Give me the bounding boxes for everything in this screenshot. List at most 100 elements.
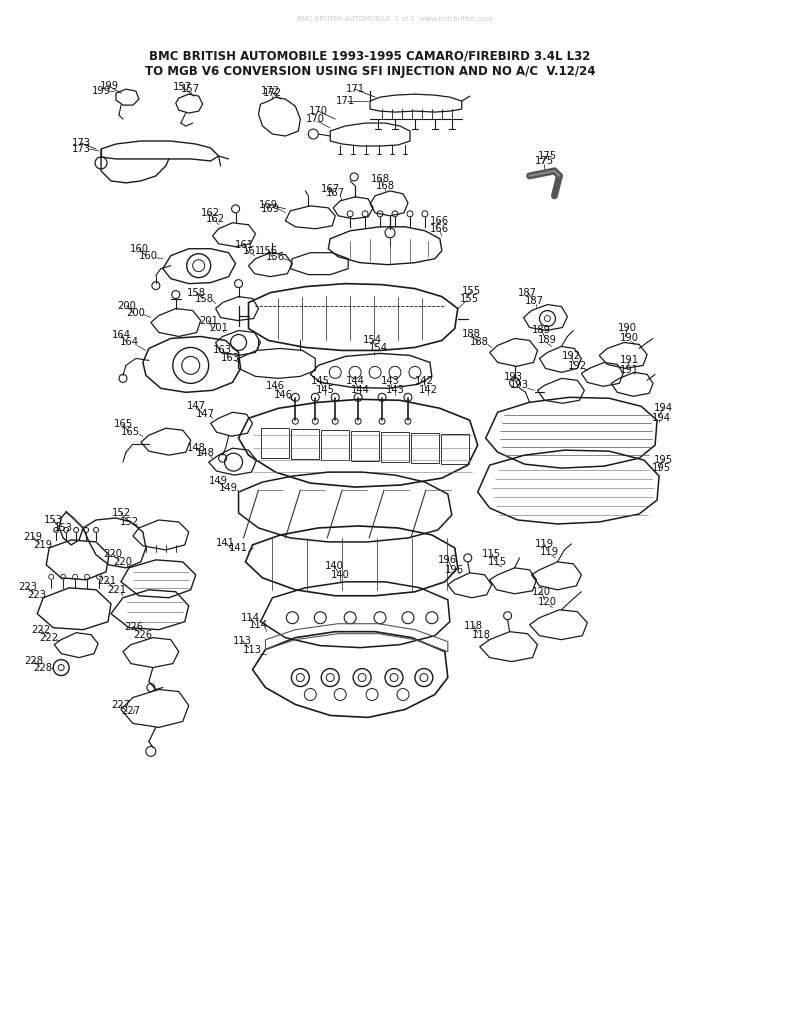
Text: 222: 222 [32,625,51,635]
Text: 200: 200 [118,301,136,310]
Text: 173: 173 [72,144,91,154]
Text: BMC BRITISH AUTOMOBILE  1 of 1  www.bmcbritish.com: BMC BRITISH AUTOMOBILE 1 of 1 www.bmcbri… [297,16,493,23]
Text: 115: 115 [488,557,507,567]
Text: 188: 188 [471,338,489,347]
Text: 190: 190 [618,324,637,334]
Text: 148: 148 [187,443,206,454]
Text: 145: 145 [311,377,330,386]
Text: 118: 118 [464,621,483,631]
Text: 226: 226 [134,630,153,640]
Text: TO MGB V6 CONVERSION USING SFI INJECTION AND NO A/C  V.12/24: TO MGB V6 CONVERSION USING SFI INJECTION… [145,65,596,78]
Text: 200: 200 [127,307,146,317]
Text: 168: 168 [376,181,395,190]
Text: 141: 141 [229,543,248,553]
Text: 158: 158 [187,288,206,298]
Text: 148: 148 [196,449,215,458]
Text: 173: 173 [72,138,91,148]
Text: 114: 114 [249,620,268,630]
Text: 165: 165 [113,419,133,429]
Text: 156: 156 [266,252,285,262]
Text: 149: 149 [209,476,228,486]
Text: 192: 192 [568,361,587,372]
Text: 142: 142 [414,377,433,386]
Text: 167: 167 [326,187,345,198]
Text: 196: 196 [445,565,464,574]
Text: 153: 153 [54,523,73,532]
Text: 222: 222 [40,633,59,643]
Text: 144: 144 [346,377,365,386]
Text: 120: 120 [532,587,551,597]
Text: 187: 187 [525,296,544,305]
Text: 145: 145 [316,385,335,395]
Text: 146: 146 [266,381,285,391]
Text: 175: 175 [538,151,557,161]
Text: 160: 160 [130,244,149,254]
Text: 119: 119 [540,547,559,557]
Text: 227: 227 [121,707,141,717]
Text: 156: 156 [259,246,278,256]
Text: 219: 219 [24,531,43,542]
Text: 163: 163 [221,353,240,364]
Text: 143: 143 [385,385,404,395]
Text: 113: 113 [233,636,252,646]
Text: 166: 166 [430,224,449,233]
Text: 146: 146 [274,390,293,400]
Text: 161: 161 [243,246,262,256]
Text: 192: 192 [562,351,581,361]
Text: 162: 162 [206,214,225,224]
Text: 142: 142 [418,385,437,395]
Text: 155: 155 [460,294,479,303]
Text: 162: 162 [201,208,220,218]
Text: 194: 194 [652,414,671,423]
Text: 115: 115 [482,549,501,559]
Text: 118: 118 [472,630,491,640]
Text: 223: 223 [27,590,46,600]
Text: 175: 175 [535,156,554,166]
Text: 153: 153 [44,515,62,525]
Text: 163: 163 [213,345,232,355]
Text: 166: 166 [430,216,449,226]
Text: 191: 191 [619,366,639,376]
Text: 140: 140 [331,569,350,580]
Text: 147: 147 [187,401,206,412]
Text: 188: 188 [462,330,481,340]
Text: 169: 169 [259,200,278,210]
Text: 167: 167 [320,184,340,194]
Text: 220: 220 [113,557,132,567]
Text: 152: 152 [112,508,131,518]
Text: 157: 157 [173,82,192,92]
Text: 164: 164 [119,338,138,347]
Text: 187: 187 [518,288,537,298]
Text: 228: 228 [24,655,43,666]
Text: 119: 119 [535,539,554,549]
Text: 168: 168 [370,174,389,184]
Text: 152: 152 [119,517,138,527]
Text: 158: 158 [195,294,214,303]
Text: 221: 221 [108,585,127,595]
Text: 189: 189 [538,336,557,345]
Text: 190: 190 [619,334,638,343]
Text: 195: 195 [653,455,672,465]
Text: 189: 189 [532,326,551,336]
Text: 194: 194 [653,403,672,414]
Text: 172: 172 [261,86,280,96]
Text: 157: 157 [181,84,200,94]
Text: 195: 195 [652,463,671,473]
Text: BMC BRITISH AUTOMOBILE 1993-1995 CAMARO/FIREBIRD 3.4L L32: BMC BRITISH AUTOMOBILE 1993-1995 CAMARO/… [149,50,591,62]
Text: 199: 199 [100,81,119,91]
Text: 149: 149 [219,483,238,494]
Text: 144: 144 [350,385,369,395]
Text: 164: 164 [112,331,131,341]
Text: 170: 170 [306,114,325,124]
Text: 199: 199 [92,86,111,96]
Text: 170: 170 [308,106,327,116]
Text: 193: 193 [510,380,529,390]
Text: 169: 169 [261,204,280,214]
Text: 191: 191 [619,355,639,366]
Text: 154: 154 [362,336,381,345]
Text: 171: 171 [346,84,365,94]
Text: 220: 220 [104,549,123,559]
Text: 113: 113 [243,645,262,654]
Text: 196: 196 [438,555,457,565]
Text: 120: 120 [538,597,557,607]
